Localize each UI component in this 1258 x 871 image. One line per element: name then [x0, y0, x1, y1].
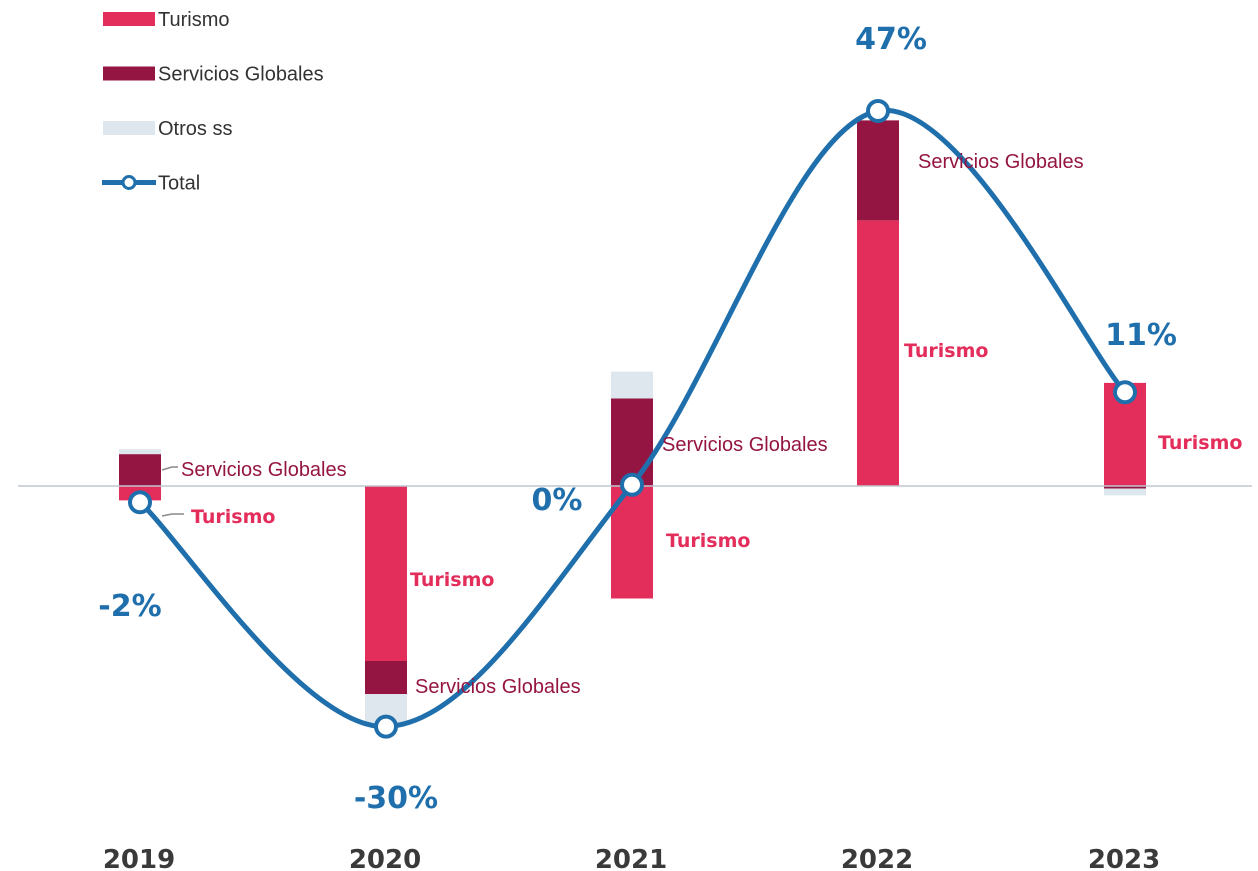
- bars-layer: [119, 120, 1146, 726]
- servicios-globales-label-2022: Servicios Globales: [918, 151, 1084, 173]
- total-label-2019: -2%: [98, 589, 161, 624]
- bar-otros-ss-2023: [1104, 488, 1146, 496]
- legend-label-total: Total: [158, 173, 200, 195]
- legend-swatch-otros-ss: [103, 121, 155, 135]
- labels-layer: -2% -30% 0% 47% 11% Turismo Servicios Globales…: [98, 22, 1242, 816]
- bar-turismo-2020: [365, 486, 407, 661]
- bar-servicios-globales-2023: [1104, 486, 1146, 489]
- turismo-label-2020: Turismo: [410, 569, 494, 591]
- legend-label-turismo: Turismo: [158, 9, 229, 31]
- total-point-2023: [1113, 380, 1137, 405]
- total-point-2019: [128, 490, 152, 515]
- total-point-2021: [620, 472, 644, 497]
- turismo-label-2022: Turismo: [904, 340, 988, 362]
- bar-servicios-globales-2020: [365, 661, 407, 695]
- total-point-2020: [374, 714, 398, 739]
- legend-label-otros-ss: Otros ss: [158, 118, 232, 140]
- x-tick-2021: 2021: [595, 845, 667, 871]
- legend-label-servicios-globales: Servicios Globales: [158, 64, 324, 86]
- turismo-label-2019: Turismo: [191, 506, 275, 528]
- bar-turismo-2022: [857, 220, 899, 486]
- total-points-layer: [128, 99, 1137, 739]
- total-point-2022: [866, 99, 890, 123]
- servicios-globales-label-2020: Servicios Globales: [415, 676, 581, 698]
- x-tick-2022: 2022: [841, 845, 913, 871]
- bar-servicios-globales-2019: [119, 454, 161, 486]
- servicios-globales-label-2021: Servicios Globales: [662, 434, 828, 456]
- leader-servicios-globales-2019: [161, 466, 178, 471]
- bar-servicios-globales-2022: [857, 120, 899, 221]
- total-label-2022: 47%: [855, 22, 927, 57]
- legend-swatch-marker-total: [121, 175, 137, 190]
- turismo-label-2023: Turismo: [1158, 432, 1242, 454]
- bar-otros-ss-2021: [611, 371, 653, 399]
- turismo-label-2021: Turismo: [666, 530, 750, 552]
- x-tick-2023: 2023: [1088, 845, 1160, 871]
- leader-turismo-2019: [161, 513, 184, 517]
- x-tick-2019: 2019: [103, 845, 175, 871]
- x-tick-2020: 2020: [349, 845, 421, 871]
- x-axis-ticks: 2019 2020 2021 2022 2023: [103, 845, 1160, 871]
- leader-lines: [161, 466, 184, 517]
- legend-swatch-turismo: [103, 12, 155, 26]
- legend: Turismo Servicios Globales Otros ss Total: [102, 9, 324, 195]
- bar-servicios-globales-2021: [611, 398, 653, 486]
- total-label-2021: 0%: [532, 483, 583, 518]
- legend-swatch-servicios-globales: [103, 66, 155, 81]
- total-label-2023: 11%: [1105, 318, 1177, 353]
- total-label-2020: -30%: [354, 781, 438, 816]
- bar-otros-ss-2019: [119, 449, 161, 455]
- servicios-globales-label-2019: Servicios Globales: [181, 459, 347, 481]
